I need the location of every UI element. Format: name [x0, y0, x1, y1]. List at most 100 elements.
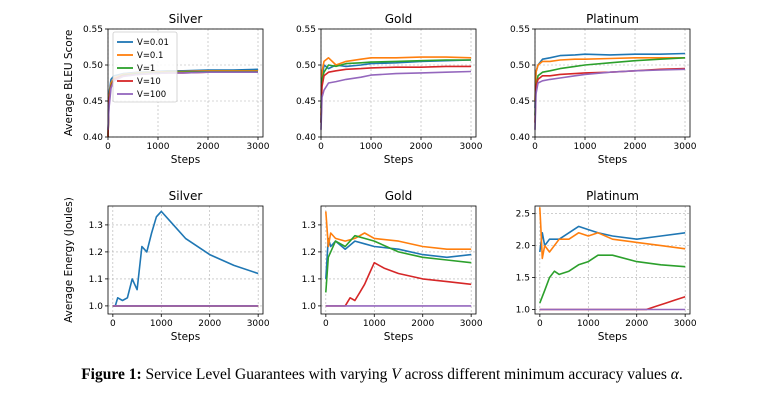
- legend-label: V=0.01: [137, 38, 169, 48]
- x-tick-label: 1000: [577, 319, 600, 329]
- y-tick-label: 0.50: [296, 61, 316, 71]
- x-axis-label: Steps: [171, 331, 200, 343]
- legend-box: [112, 31, 178, 103]
- x-axis-label: Steps: [598, 154, 627, 166]
- chart-panel-5: 0 1000 2000 3000 1.0 1.1 1.2 1.3 Gold Steps: [302, 189, 483, 343]
- x-tick-label: 3000: [247, 319, 270, 329]
- y-tick-label: 1.1: [302, 275, 316, 285]
- x-tick-label: 0: [105, 142, 111, 152]
- x-tick-label: 1000: [574, 142, 597, 152]
- series-line-v-0-01: [112, 210, 259, 307]
- plot-frame: [107, 28, 264, 138]
- y-tick-label: 0.55: [510, 25, 530, 35]
- x-tick-label: 3000: [674, 142, 697, 152]
- y-tick-label: 0.50: [83, 61, 103, 71]
- x-tick-label: 2000: [197, 142, 220, 152]
- y-tick-label: 1.3: [302, 221, 316, 231]
- chart-title: Platinum: [586, 189, 639, 203]
- legend-label: V=1: [137, 64, 155, 74]
- caption-text-b: across different minimum accuracy values: [404, 366, 667, 383]
- y-tick-label: 2.5: [516, 210, 530, 220]
- series-line-v-0-01: [534, 52, 686, 109]
- plot-frame: [107, 205, 264, 315]
- series-line-v-0-1: [539, 207, 686, 260]
- y-tick-label: 0.40: [296, 133, 316, 143]
- x-tick-label: 1000: [147, 142, 170, 152]
- series-line-v-0-1: [320, 56, 472, 116]
- series-line-v-1: [534, 57, 686, 116]
- chart-legend: V=0.01 V=0.1 V=1 V=10 V=100: [112, 31, 178, 103]
- chart-title: Gold: [385, 12, 413, 26]
- chart-panel-1: 0 1000 2000 3000 0.40 0.45 0.50 0.55 Silver Steps…: [63, 12, 270, 166]
- y-tick-label: 1.1: [89, 275, 103, 285]
- y-tick-label: 0.45: [83, 97, 103, 107]
- series-line-v-10: [539, 295, 686, 311]
- series-line-v-1: [320, 59, 471, 109]
- y-tick-label: 1.2: [302, 248, 316, 258]
- y-tick-label: 1.0: [89, 302, 104, 312]
- x-tick-label: 1000: [360, 142, 383, 152]
- series-line-v-100: [534, 68, 686, 130]
- x-tick-label: 2000: [624, 142, 647, 152]
- chart-title: Gold: [385, 189, 413, 203]
- y-tick-label: 0.45: [510, 97, 530, 107]
- x-tick-label: 3000: [460, 319, 483, 329]
- y-tick-label: 0.55: [296, 25, 316, 35]
- series-line-v-1: [325, 234, 472, 293]
- y-tick-label: 1.0: [516, 306, 531, 316]
- y-tick-label: 1.5: [516, 274, 530, 284]
- x-tick-label: 2000: [198, 319, 221, 329]
- x-axis-label: Steps: [171, 154, 200, 166]
- y-tick-label: 1.0: [302, 302, 317, 312]
- y-tick-label: 0.55: [83, 25, 103, 35]
- chart-panel-2: 0 1000 2000 3000 0.40 0.45 0.50 0.55 Gold Steps: [296, 12, 483, 166]
- x-axis-label: Steps: [598, 331, 627, 343]
- caption-var: V: [391, 366, 401, 383]
- plot-frame: [534, 205, 691, 315]
- x-tick-label: 2000: [625, 319, 648, 329]
- x-tick-label: 3000: [674, 319, 697, 329]
- plot-frame: [534, 28, 691, 138]
- x-tick-label: 0: [110, 319, 116, 329]
- figure-panels: 0 1000 2000 3000 0.40 0.45 0.50 0.55 Silver Steps…: [63, 12, 697, 343]
- y-tick-label: 0.40: [510, 133, 530, 143]
- y-tick-label: 1.3: [89, 221, 103, 231]
- plot-frame: [320, 28, 477, 138]
- y-axis-label: Average Energy (Joules): [63, 197, 75, 323]
- chart-title: Platinum: [586, 12, 639, 26]
- y-tick-label: 0.40: [83, 133, 103, 143]
- legend-label: V=10: [137, 77, 161, 87]
- caption-label: Figure 1:: [81, 366, 142, 383]
- legend-label: V=100: [137, 90, 166, 100]
- series-line-v-0-01: [325, 237, 472, 279]
- plot-frame: [320, 205, 477, 315]
- series-line-v-10: [534, 67, 686, 123]
- caption-text-a: Service Level Guarantees with varying: [145, 366, 388, 383]
- x-axis-label: Steps: [384, 154, 413, 166]
- chart-panel-4: 0 1000 2000 3000 1.0 1.1 1.2 1.3 Silver Steps Aver…: [63, 189, 270, 343]
- y-tick-label: 0.45: [296, 97, 316, 107]
- caption-end: .: [678, 366, 683, 383]
- figure-caption: Figure 1: Service Level Guarantees with …: [0, 366, 764, 384]
- caption-alpha: α: [670, 366, 679, 383]
- y-tick-label: 0.50: [510, 61, 530, 71]
- chart-title: Silver: [169, 189, 203, 203]
- series-line-v-0-1: [534, 56, 685, 102]
- x-tick-label: 3000: [460, 142, 483, 152]
- series-line-v-10: [325, 261, 472, 307]
- x-tick-label: 2000: [411, 319, 434, 329]
- x-tick-label: 0: [532, 142, 538, 152]
- series-line-v-0-1: [325, 211, 472, 250]
- x-tick-label: 2000: [410, 142, 433, 152]
- x-tick-label: 1000: [150, 319, 173, 329]
- legend-label: V=0.1: [137, 51, 163, 61]
- x-axis-label: Steps: [384, 331, 413, 343]
- y-tick-label: 1.2: [89, 248, 103, 258]
- chart-title: Silver: [169, 12, 203, 26]
- series-line-v-1: [539, 254, 686, 304]
- x-tick-label: 0: [537, 319, 543, 329]
- chart-panel-6: 0 1000 2000 3000 1.0 1.5 2.0 2.5 Platinum Steps: [516, 189, 697, 343]
- series-line-v-10: [320, 65, 471, 123]
- y-axis-label: Average BLEU Score: [63, 30, 75, 137]
- x-tick-label: 0: [323, 319, 329, 329]
